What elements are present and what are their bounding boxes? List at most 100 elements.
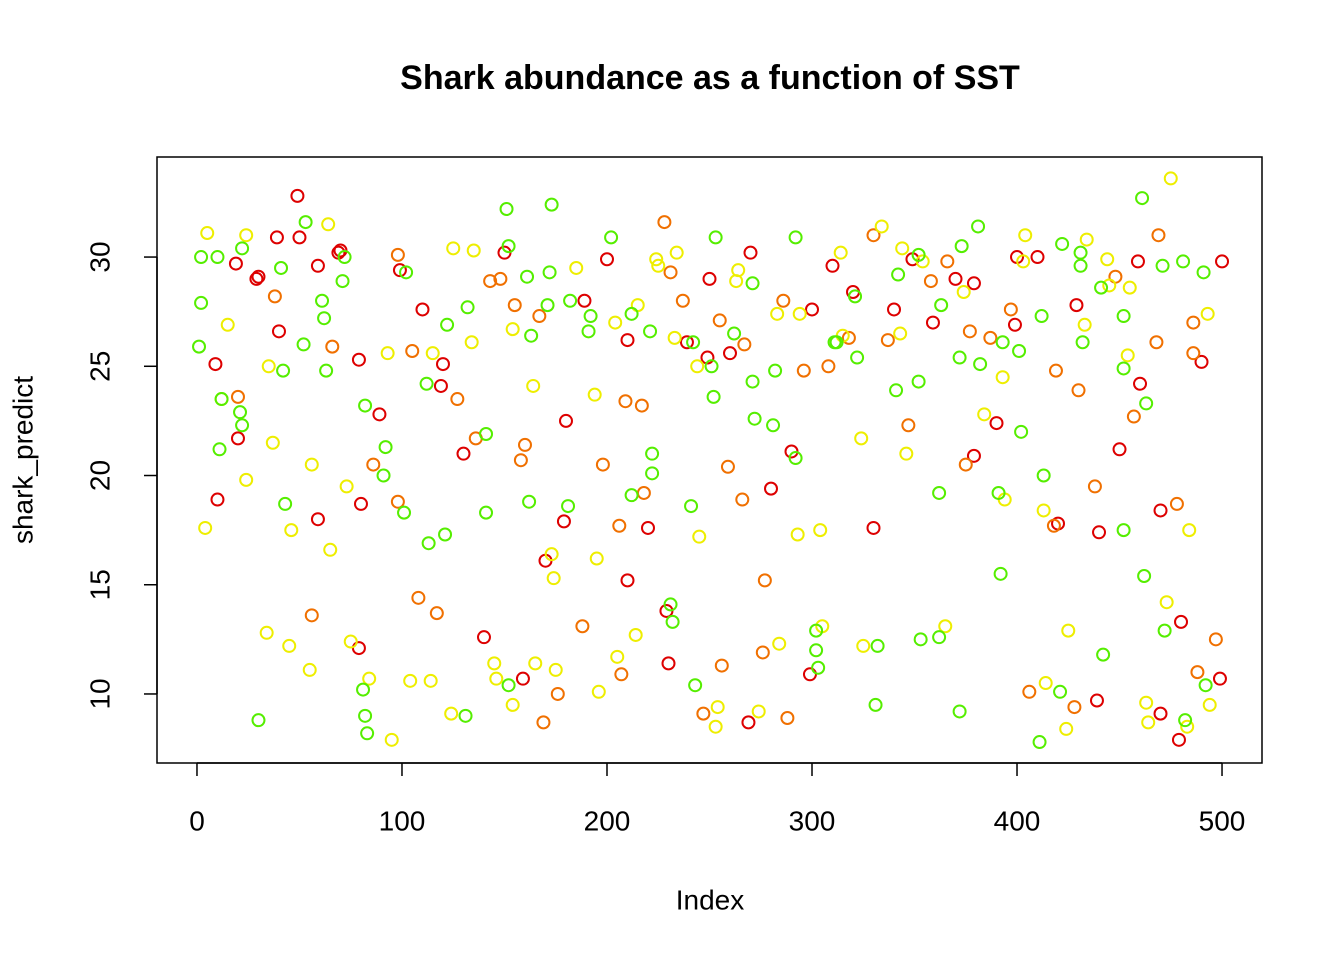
point	[351, 352, 366, 367]
point	[315, 293, 330, 308]
point	[1032, 735, 1047, 750]
point	[1053, 684, 1068, 699]
point	[971, 219, 986, 234]
point	[501, 678, 516, 693]
point	[360, 726, 375, 741]
point	[353, 496, 368, 511]
point	[456, 446, 471, 461]
point	[973, 357, 988, 372]
point	[310, 512, 325, 527]
point	[276, 363, 291, 378]
point	[1067, 700, 1082, 715]
point	[558, 413, 573, 428]
point	[645, 466, 660, 481]
point	[1075, 335, 1090, 350]
point	[1171, 732, 1186, 747]
point	[1194, 354, 1209, 369]
point	[788, 230, 803, 245]
point	[1178, 713, 1193, 728]
point	[1135, 191, 1150, 206]
point	[731, 263, 746, 278]
point	[1089, 693, 1104, 708]
point	[540, 298, 555, 313]
point	[932, 630, 947, 645]
point	[269, 230, 284, 245]
point	[661, 656, 676, 671]
y-axis-label: shark_predict	[7, 376, 38, 544]
point	[913, 632, 928, 647]
point	[429, 606, 444, 621]
point	[829, 335, 844, 350]
point	[805, 302, 820, 317]
point	[704, 359, 719, 374]
point	[1186, 315, 1201, 330]
point	[358, 708, 373, 723]
point	[575, 619, 590, 634]
x-tick-label: 200	[584, 805, 631, 836]
point	[841, 330, 856, 345]
point	[702, 271, 717, 286]
point	[493, 271, 508, 286]
point	[610, 649, 625, 664]
point	[874, 219, 889, 234]
point	[378, 440, 393, 455]
point	[821, 359, 836, 374]
point	[657, 215, 672, 230]
point	[421, 536, 436, 551]
point	[1180, 719, 1195, 734]
point	[692, 529, 707, 544]
point	[923, 274, 938, 289]
point	[1003, 302, 1018, 317]
point	[1139, 695, 1154, 710]
point	[460, 300, 475, 315]
point	[230, 389, 245, 404]
x-tick-label: 300	[789, 805, 836, 836]
point	[200, 226, 215, 241]
point	[690, 359, 705, 374]
point	[304, 608, 319, 623]
point	[595, 457, 610, 472]
point	[366, 457, 381, 472]
point	[259, 625, 274, 640]
point	[624, 488, 639, 503]
point	[893, 326, 908, 341]
point	[712, 313, 727, 328]
point	[1036, 503, 1051, 518]
point	[356, 682, 371, 697]
point	[870, 638, 885, 653]
point	[397, 505, 412, 520]
point	[282, 638, 297, 653]
point	[425, 346, 440, 361]
y-tick-label: 15	[84, 569, 115, 600]
point	[1096, 647, 1111, 662]
x-tick-label: 0	[189, 805, 205, 836]
point	[938, 619, 953, 634]
point	[321, 217, 336, 232]
point	[708, 230, 723, 245]
point	[667, 330, 682, 345]
x-tick-label: 500	[1199, 805, 1246, 836]
point	[640, 520, 655, 535]
point	[1141, 715, 1156, 730]
point	[1116, 523, 1131, 538]
point	[1190, 665, 1205, 680]
point	[458, 708, 473, 723]
point	[476, 630, 491, 645]
point	[499, 201, 514, 216]
point	[390, 247, 405, 262]
point	[755, 645, 770, 660]
point	[809, 623, 824, 638]
point	[390, 494, 405, 509]
point	[235, 241, 250, 256]
point	[505, 697, 520, 712]
point	[528, 656, 543, 671]
point	[376, 468, 391, 483]
point	[684, 499, 699, 514]
point	[766, 418, 781, 433]
point	[278, 496, 293, 511]
point	[536, 715, 551, 730]
point	[665, 614, 680, 629]
point	[520, 269, 535, 284]
point	[550, 686, 565, 701]
point	[1126, 409, 1141, 424]
